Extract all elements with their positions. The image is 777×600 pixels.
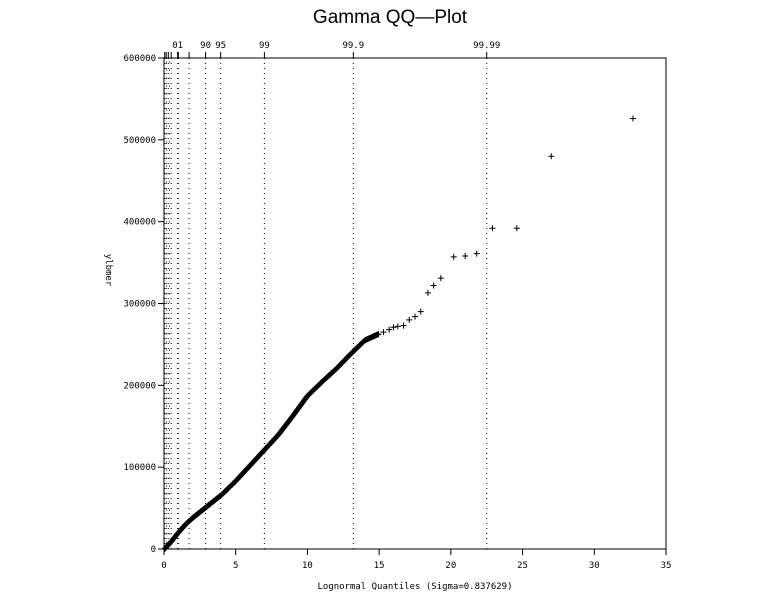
qq-point-outlier xyxy=(630,115,637,122)
percentile-label: 99.99 xyxy=(473,41,500,51)
percentile-label: 01 xyxy=(172,41,183,51)
y-tick-label: 200000 xyxy=(123,381,156,391)
qq-point-outlier xyxy=(462,253,469,260)
y-tick-label: 0 xyxy=(151,545,156,555)
y-tick-label: 500000 xyxy=(123,136,156,146)
qq-point-outlier xyxy=(450,253,457,260)
qq-point-outlier xyxy=(430,282,437,289)
x-tick-label: 0 xyxy=(161,561,166,571)
x-tick-label: 25 xyxy=(517,561,528,571)
qq-point-outlier xyxy=(548,153,555,160)
x-tick-label: 15 xyxy=(374,561,385,571)
qq-point-outlier xyxy=(380,329,387,336)
qq-point-outlier xyxy=(437,275,444,282)
x-axis-label: Lognormal Quantiles (Sigma=0.837629) xyxy=(317,582,512,592)
y-tick-label: 100000 xyxy=(123,463,156,473)
x-tick-label: 30 xyxy=(589,561,600,571)
qq-point-outlier xyxy=(386,326,393,333)
y-tick-label: 600000 xyxy=(123,54,156,64)
qq-point-outlier xyxy=(412,313,418,320)
x-tick-label: 10 xyxy=(302,561,313,571)
qq-point-outlier xyxy=(406,316,413,323)
qq-point-outlier xyxy=(513,225,520,232)
y-tick-label: 400000 xyxy=(123,218,156,228)
data-points xyxy=(161,115,637,552)
x-tick-label: 35 xyxy=(661,561,672,571)
qq-point-outlier xyxy=(390,324,397,331)
qq-point-outlier xyxy=(424,289,431,296)
plot-frame xyxy=(163,57,667,550)
x-tick-label: 5 xyxy=(233,561,238,571)
axis-ticks: 01 90 95 99 99.9 99.99 0 5 10 15 20 25 30 35 0 100000 20… xyxy=(123,41,671,571)
qq-point-outlier xyxy=(394,323,401,330)
percentile-label: 99.9 xyxy=(342,41,364,51)
percentile-label: 95 xyxy=(215,41,226,51)
qq-point-outlier xyxy=(400,322,407,329)
gridlines xyxy=(164,58,488,549)
percentile-label: 99 xyxy=(259,41,270,51)
qq-point-outlier xyxy=(417,308,424,315)
qq-point xyxy=(375,331,382,338)
percentile-label: 90 xyxy=(200,41,211,51)
qq-point-outlier xyxy=(473,250,480,257)
x-tick-label: 20 xyxy=(445,561,456,571)
y-axis-label: ylbmer xyxy=(103,254,113,287)
qq-point-outlier xyxy=(489,225,496,232)
chart-title: Gamma QQ—Plot xyxy=(313,7,468,28)
y-tick-label: 300000 xyxy=(123,300,156,310)
